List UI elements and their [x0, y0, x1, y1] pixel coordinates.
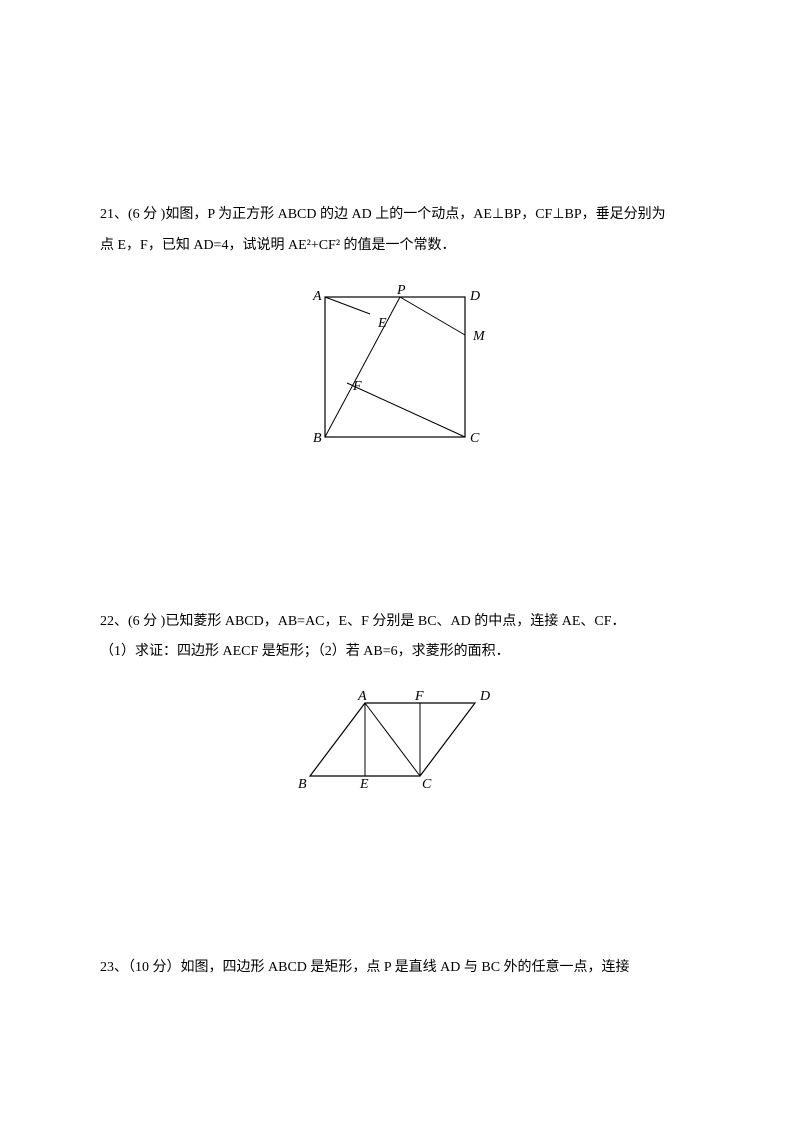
- q22-body1: 已知菱形 ABCD，AB=AC，E、F 分别是 BC、AD 的中点，连接 AE、…: [165, 614, 625, 629]
- q23-body1: 如图，四边形 ABCD 是矩形，点 P 是直线 AD 与 BC 外的任意一点，连…: [181, 960, 630, 975]
- line-cf: [347, 383, 465, 437]
- q21-text-line1: 21、(6 分 )如图，P 为正方形 ABCD 的边 AD 上的一个动点，AE⊥…: [100, 200, 700, 231]
- label-b2: B: [298, 777, 307, 792]
- q22-text-line2: （1）求证：四边形 AECF 是矩形；（2）若 AB=6，求菱形的面积．: [100, 637, 700, 668]
- label-e2: E: [359, 777, 369, 792]
- q21-text-line2: 点 E，F，已知 AD=4，试说明 AE²+CF² 的值是一个常数．: [100, 231, 700, 262]
- line-ac: [365, 703, 420, 776]
- spacer-22: [100, 853, 700, 953]
- line-bp: [325, 297, 400, 437]
- label-p: P: [396, 283, 406, 298]
- label-m: M: [472, 329, 486, 344]
- q22-number: 22、: [100, 614, 128, 629]
- q21-figure-container: A P D E M F B C: [100, 282, 700, 457]
- q22-text-line1: 22、(6 分 )已知菱形 ABCD，AB=AC，E、F 分别是 BC、AD 的…: [100, 607, 700, 638]
- label-a2: A: [357, 689, 367, 704]
- label-d: D: [469, 289, 480, 304]
- q21-svg: A P D E M F B C: [305, 282, 495, 452]
- question-23: 23、（10 分）如图，四边形 ABCD 是矩形，点 P 是直线 AD 与 BC…: [100, 953, 700, 984]
- q22-points: (6 分 ): [128, 614, 165, 629]
- label-b: B: [313, 431, 322, 446]
- q21-body1: 如图，P 为正方形 ABCD 的边 AD 上的一个动点，AE⊥BP，CF⊥BP，…: [165, 207, 665, 222]
- question-21: 21、(6 分 )如图，P 为正方形 ABCD 的边 AD 上的一个动点，AE⊥…: [100, 200, 700, 457]
- q21-number: 21、: [100, 207, 128, 222]
- label-d2: D: [479, 689, 490, 704]
- q23-text-line1: 23、（10 分）如图，四边形 ABCD 是矩形，点 P 是直线 AD 与 BC…: [100, 953, 700, 984]
- label-c2: C: [422, 777, 432, 792]
- q21-points: (6 分 ): [128, 207, 165, 222]
- q22-figure: A F D B E C: [290, 688, 510, 798]
- label-c: C: [470, 431, 480, 446]
- label-f2: F: [414, 689, 424, 704]
- spacer-21: [100, 507, 700, 607]
- q22-figure-container: A F D B E C: [100, 688, 700, 803]
- q23-points: （10 分）: [128, 960, 181, 975]
- q21-figure: A P D E M F B C: [305, 282, 495, 452]
- label-e: E: [377, 316, 387, 331]
- line-ae: [325, 297, 370, 314]
- q23-number: 23、: [100, 960, 128, 975]
- line-pm: [400, 297, 465, 335]
- square-abcd: [325, 297, 465, 437]
- label-a: A: [312, 289, 322, 304]
- question-22: 22、(6 分 )已知菱形 ABCD，AB=AC，E、F 分别是 BC、AD 的…: [100, 607, 700, 804]
- label-f: F: [352, 379, 362, 394]
- q22-svg: A F D B E C: [290, 688, 510, 798]
